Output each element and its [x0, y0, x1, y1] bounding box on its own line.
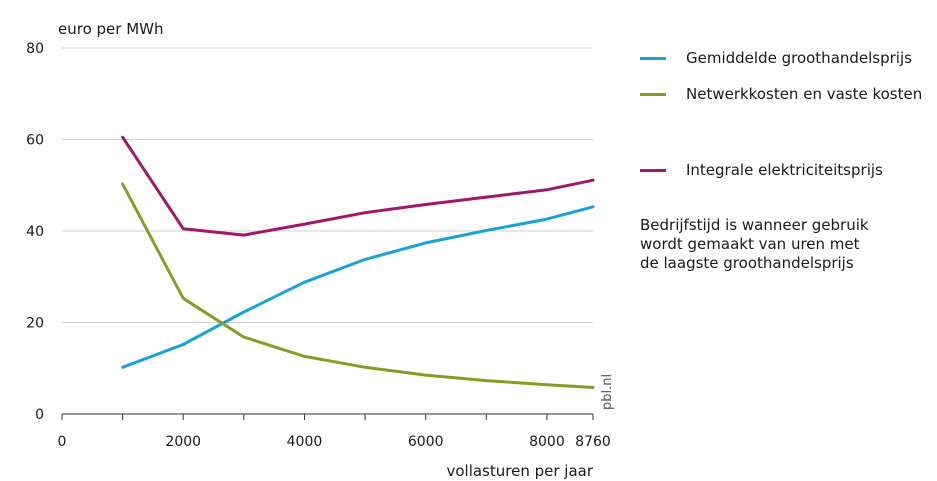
x-tick-label: 8000 [529, 434, 565, 450]
y-tick-label: 60 [26, 133, 44, 149]
legend-label: Integrale elektriciteitsprijs [686, 161, 883, 179]
y-axis-title: euro per MWh [58, 20, 163, 38]
legend-swatch [640, 92, 666, 96]
gridlines [62, 47, 593, 323]
x-axis-title: vollasturen per jaar [446, 462, 593, 480]
axes: 0 20 40 60 80 0 2000 4000 6000 8000 8760 [26, 41, 611, 450]
legend-swatch [640, 56, 666, 60]
x-tick-label: 0 [58, 434, 67, 450]
x-tick-label: 4000 [287, 434, 323, 450]
y-tick-label: 40 [26, 224, 44, 240]
y-tick-label: 0 [35, 407, 44, 423]
legend-item: Gemiddelde groothandelsprijs [640, 48, 912, 68]
annotation-note: Bedrijfstijd is wanneer gebruik wordt ge… [640, 216, 930, 273]
legend-item: Netwerkkosten en vaste kosten [640, 84, 922, 104]
annotation-line: Bedrijfstijd is wanneer gebruik [640, 216, 869, 234]
legend-item: Integrale elektriciteitsprijs [640, 160, 883, 180]
series-lines [121, 135, 595, 389]
x-tick-label: 6000 [408, 434, 444, 450]
series-line [121, 205, 595, 369]
annotation-line: de laagste groothandelsprijs [640, 254, 854, 272]
legend-label: Gemiddelde groothandelsprijs [686, 49, 912, 67]
y-tick-label: 80 [26, 41, 44, 57]
legend-swatch [640, 168, 666, 172]
series-line [121, 182, 595, 389]
legend-label: Netwerkkosten en vaste kosten [686, 85, 923, 103]
y-tick-label: 20 [26, 316, 44, 332]
series-line [121, 135, 595, 237]
x-tick-label: 8760 [575, 434, 611, 450]
watermark-pbl: pbl.nl [600, 374, 615, 410]
annotation-line: wordt gemaakt van uren met [640, 235, 860, 253]
x-tick-label: 2000 [165, 434, 201, 450]
